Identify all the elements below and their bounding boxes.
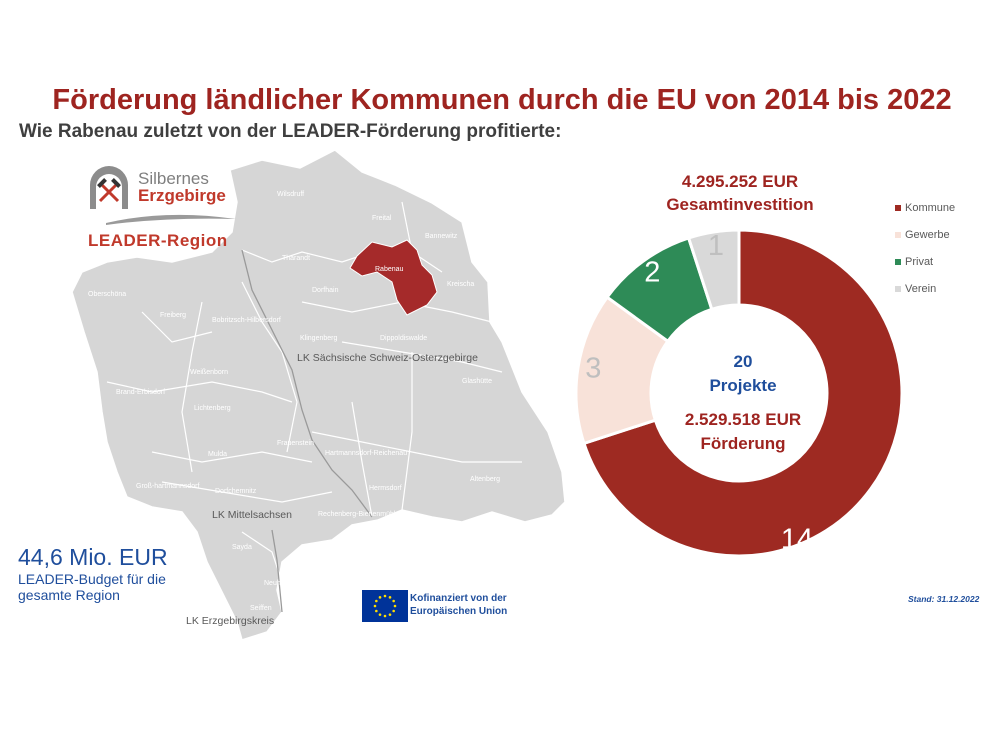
eu-star [392,609,395,613]
eu-star [388,613,392,616]
logo-swoosh [106,214,236,225]
budget-description: LEADER-Budget für die gesamte Region [18,571,166,603]
eu-star [375,609,378,613]
eu-star [378,613,382,616]
eu-cofunding-text: Kofinanziert von der Europäischen Union [410,593,508,617]
legend-item: Verein [895,283,936,295]
eu-cofunding-badge: Kofinanziert von der Europäischen Union [362,590,507,627]
map-label-rabenau: Rabenau [375,266,404,273]
map-label-hartmannsdorf: Hartmannsdorf-Reichenau [325,450,407,457]
map-label-bobritzsch: Bobritzsch-Hilbersdorf [212,317,281,324]
map-label-brand-erbisdorf: Brand-Erbisdorf [116,389,165,396]
donut-value-label: 2 [644,256,660,288]
donut-value-label: 1 [708,230,724,262]
silbernes-erzgebirge-logo: Silbernes Erzgebirge LEADER-Region [86,165,236,261]
donut-slice-verein [686,228,741,312]
logo-text-line1: Silbernes [138,169,209,188]
map-label-grosshartmannsdorf: Groß-hartmannsdorf [136,483,199,490]
budget-block: 44,6 Mio. EUR LEADER-Budget für die gesa… [18,544,188,603]
legend-item: Gewerbe [895,229,950,241]
eu-star [392,599,395,603]
investment-block: 4.295.252 EUR Gesamtinvestition [640,170,840,216]
map-label-seiffen: Seiffen [250,605,272,612]
map-label-glashuette: Glashütte [462,378,492,385]
eu-star [383,614,387,618]
eu-star [375,599,378,603]
legend-swatch [895,205,901,212]
district-label-ssoe: LK Sächsische Schweiz-Osterzgebirge [297,352,478,364]
region-map-shape [71,149,566,641]
logo-text-line2: Erzgebirge [138,186,226,205]
donut-value-label: 14 [781,524,813,556]
place-labels: Wilsdruff Freital Bannewitz Tharandt Rab… [88,191,500,612]
map-label-weissenborn: Weißenborn [190,369,228,376]
map-label-dorfchemnitz: Dorfchemnitz [215,488,257,495]
eu-star [383,594,387,598]
district-boundaries [241,249,373,613]
map-label-wilsdruff: Wilsdruff [277,191,304,198]
funding-amount: 2.529.518 EUR [684,410,802,429]
map-label-freital: Freital [372,215,392,222]
map-label-lichtenberg: Lichtenberg [194,405,231,412]
map-label-freiberg: Freiberg [160,312,186,319]
funding-label: Förderung [700,434,786,453]
legend-label: Privat [905,256,934,268]
page-subtitle: Wie Rabenau zuletzt von der LEADER-Förde… [19,121,562,142]
map-label-kreischa: Kreischa [447,281,474,288]
map-label-neuhausen: Neuhausen [264,580,300,587]
map-label-frauenstein: Frauenstein [277,440,314,447]
legend-swatch [895,286,901,293]
legend-label: Verein [905,283,937,295]
legend-item: Privat [895,256,933,268]
page-title: Förderung ländlicher Kommunen durch die … [52,84,952,116]
logo-text-line3: LEADER-Region [88,231,228,250]
district-label-mittelsachsen: LK Mittelsachsen [212,509,292,521]
map-label-sayda: Sayda [232,544,252,551]
legend-swatch [895,232,901,239]
map-label-klingenberg: Klingenberg [300,335,337,342]
map-label-bannewitz: Bannewitz [425,233,458,240]
map-label-rechenberg: Rechenberg-Bienenmühle [318,511,399,518]
legend-label: Gewerbe [905,229,950,241]
investment-label: Gesamtinvestition [666,195,814,214]
projects-count: 20 [733,352,753,371]
eu-flag-icon [362,590,408,622]
mining-hammer-icon [90,166,128,209]
legend-item: Kommune [895,202,955,214]
eu-star [393,604,397,608]
budget-amount: 44,6 Mio. EUR [18,544,168,570]
rabenau-highlight [349,239,438,316]
region-map: Wilsdruff Freital Bannewitz Tharandt Rab… [71,149,566,641]
map-label-mulda: Mulda [208,451,227,458]
map-label-tharandt: Tharandt [282,255,310,262]
map-label-dippoldiswalde: Dippoldiswalde [380,335,427,342]
investment-amount: 4.295.252 EUR [681,172,799,191]
stand-date: Stand: 31.12.2022 [908,594,980,604]
district-label-erzgebirgskreis: LK Erzgebirgskreis [186,615,274,627]
map-label-dorfhain: Dorfhain [312,287,339,294]
legend-swatch [895,259,901,266]
district-labels: LK Sächsische Schweiz-Osterzgebirge LK M… [186,352,478,627]
map-label-oberschoena: Oberschöna [88,291,126,298]
legend-label: Kommune [905,202,956,214]
projects-label: Projekte [709,376,777,395]
eu-star [388,596,392,599]
eu-star [378,596,382,599]
donut-center-text: 20 Projekte 2.529.518 EUR Förderung [653,350,833,456]
map-label-hermsdorf: Hermsdorf [369,485,402,492]
eu-star [373,604,377,608]
donut-slice-privat [605,236,714,344]
map-label-altenberg: Altenberg [470,476,500,483]
